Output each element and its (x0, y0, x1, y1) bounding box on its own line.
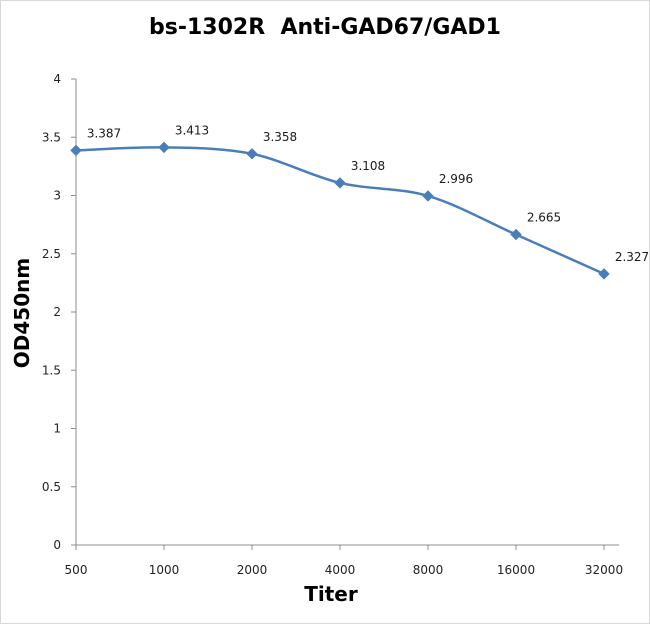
y-tick-label: 0.5 (42, 480, 61, 494)
x-tick-label: 16000 (497, 563, 535, 577)
y-tick-label: 4 (53, 72, 61, 86)
data-point (70, 144, 82, 157)
data-label: 3.413 (175, 123, 209, 137)
y-tick-label: 2.5 (42, 247, 61, 261)
data-point (246, 148, 258, 160)
x-tick-label: 8000 (413, 563, 444, 577)
chart-title: bs-1302R Anti-GAD67/GAD1 (149, 15, 501, 40)
y-tick-label: 0 (53, 538, 61, 552)
data-label: 3.108 (351, 159, 385, 173)
x-tick-label: 2000 (237, 563, 268, 577)
data-label: 2.327 (615, 250, 649, 264)
x-tick-label: 32000 (585, 563, 623, 577)
data-point (422, 190, 434, 202)
y-tick-label: 3 (53, 189, 61, 203)
x-tick-label: 1000 (149, 563, 180, 577)
y-tick-label: 2 (53, 305, 61, 319)
x-tick-label: 4000 (325, 563, 356, 577)
data-point (598, 268, 610, 280)
y-tick-label: 1 (53, 422, 61, 436)
data-label: 2.996 (439, 172, 473, 186)
data-label: 3.358 (263, 130, 297, 144)
y-tick-label: 3.5 (42, 130, 61, 144)
data-label: 2.665 (527, 211, 561, 225)
data-point (510, 228, 522, 241)
x-tick-label: 500 (65, 563, 88, 577)
y-tick-label: 1.5 (42, 363, 61, 377)
x-axis-label: Titer (304, 582, 358, 606)
data-point (334, 177, 346, 189)
series-line (75, 146, 605, 276)
data-label: 3.387 (87, 126, 121, 140)
data-point (158, 141, 170, 154)
